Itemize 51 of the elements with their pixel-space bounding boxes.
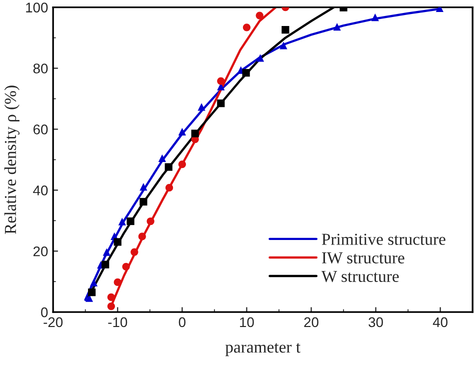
x-tick-label: 30: [368, 317, 383, 328]
point: [107, 302, 115, 310]
x-tick-label: -20: [44, 317, 63, 328]
point: [280, 42, 288, 50]
point: [118, 218, 126, 226]
point: [178, 160, 186, 168]
point: [191, 130, 199, 138]
point: [126, 217, 134, 226]
y-tick-label: 100: [26, 2, 48, 12]
point: [333, 23, 341, 31]
legend-label: Primitive structure: [322, 234, 446, 245]
y-tick-label: 80: [33, 64, 48, 74]
point: [102, 260, 110, 268]
x-tick-label: 0: [178, 317, 186, 328]
y-axis-title: Relative density ρ (%): [4, 86, 20, 234]
point: [256, 54, 264, 62]
y-tick-label: 20: [33, 246, 48, 256]
point: [88, 288, 96, 296]
point: [130, 248, 138, 256]
x-tick-label: 10: [240, 317, 254, 328]
point: [90, 278, 98, 286]
point: [114, 238, 122, 246]
point: [282, 26, 290, 34]
point: [371, 14, 379, 22]
point: [140, 198, 148, 206]
x-tick-label: 40: [432, 317, 448, 328]
point: [242, 24, 250, 32]
point: [107, 293, 115, 301]
point: [217, 77, 225, 85]
point: [217, 100, 225, 108]
point: [138, 232, 146, 240]
point: [198, 103, 206, 111]
point: [140, 183, 148, 191]
y-tick-label: 0: [41, 307, 48, 318]
point: [114, 278, 122, 286]
x-tick-label: 20: [304, 317, 318, 328]
point: [242, 69, 250, 77]
point: [164, 163, 172, 171]
point: [158, 154, 166, 162]
x-axis-title: parameter t: [225, 343, 300, 356]
point: [178, 128, 186, 136]
point: [165, 184, 174, 192]
y-tick-label: 40: [33, 186, 48, 196]
point: [122, 262, 130, 270]
point: [102, 248, 110, 256]
y-tick-label: 60: [33, 124, 48, 134]
x-tick-label: -10: [108, 317, 128, 328]
legend-label: IW structure: [322, 252, 404, 264]
point: [146, 217, 154, 226]
point: [256, 12, 264, 20]
legend-label: W structure: [321, 270, 399, 282]
